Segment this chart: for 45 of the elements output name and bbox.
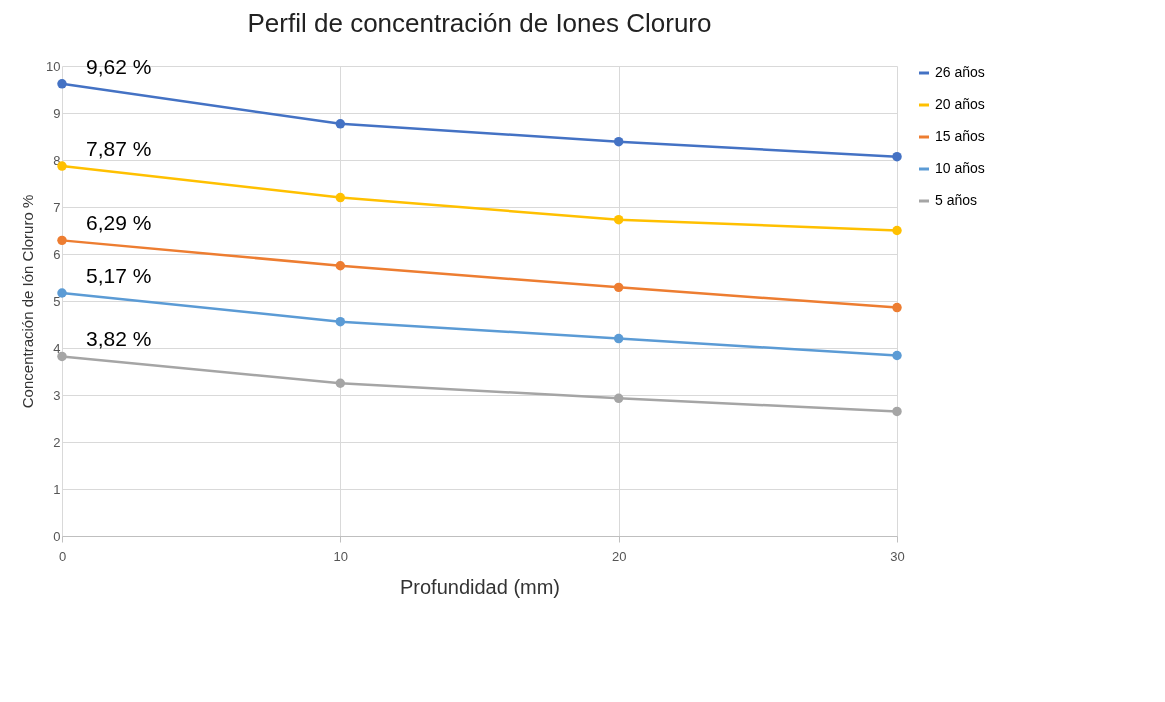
y-tick-label: 6 (53, 246, 61, 262)
y-tick-label: 2 (53, 434, 61, 450)
x-tick-label: 20 (611, 548, 627, 564)
y-tick-label: 9 (53, 105, 61, 121)
point (335, 119, 346, 129)
point (335, 261, 346, 271)
legend-label: 20 años (935, 96, 985, 112)
point (613, 333, 624, 344)
data-label: 9,62 % (86, 54, 152, 78)
point (57, 235, 67, 246)
point (335, 316, 346, 327)
x-axis-title: Profundidad (mm) (399, 575, 561, 598)
legend-label: 10 años (935, 160, 985, 176)
point (335, 378, 346, 388)
y-tick-label: 1 (53, 481, 61, 497)
point (57, 351, 67, 362)
point (892, 350, 902, 361)
point (892, 225, 902, 236)
point (613, 282, 624, 293)
data-label: 6,29 % (86, 211, 152, 235)
y-tick-label: 10 (46, 58, 61, 74)
chart-title: Perfil de concentración de Iones Cloruro (247, 7, 712, 38)
point (57, 79, 67, 89)
point (892, 406, 902, 417)
legend-label: 15 años (935, 128, 985, 144)
data-label: 5,17 % (86, 264, 152, 288)
legend-label: 5 años (935, 192, 978, 208)
point (335, 192, 346, 203)
x-tick-label: 10 (333, 548, 349, 564)
y-axis-title: Concentración de Ión Cloruro % (19, 194, 37, 409)
point (892, 151, 902, 162)
point (613, 214, 624, 225)
x-tick-label: 30 (890, 548, 905, 564)
point (892, 302, 902, 313)
y-tick-label: 7 (53, 199, 61, 215)
y-tick-label: 5 (53, 293, 61, 309)
data-label: 3,82 % (86, 327, 152, 351)
y-tick-label: 0 (53, 528, 61, 544)
data-label: 7,87 % (86, 137, 152, 161)
y-tick-label: 4 (53, 340, 61, 356)
point (57, 288, 67, 298)
point (613, 393, 624, 404)
point (613, 136, 624, 147)
legend-label: 26 años (935, 64, 985, 80)
y-tick-label: 3 (53, 387, 61, 403)
